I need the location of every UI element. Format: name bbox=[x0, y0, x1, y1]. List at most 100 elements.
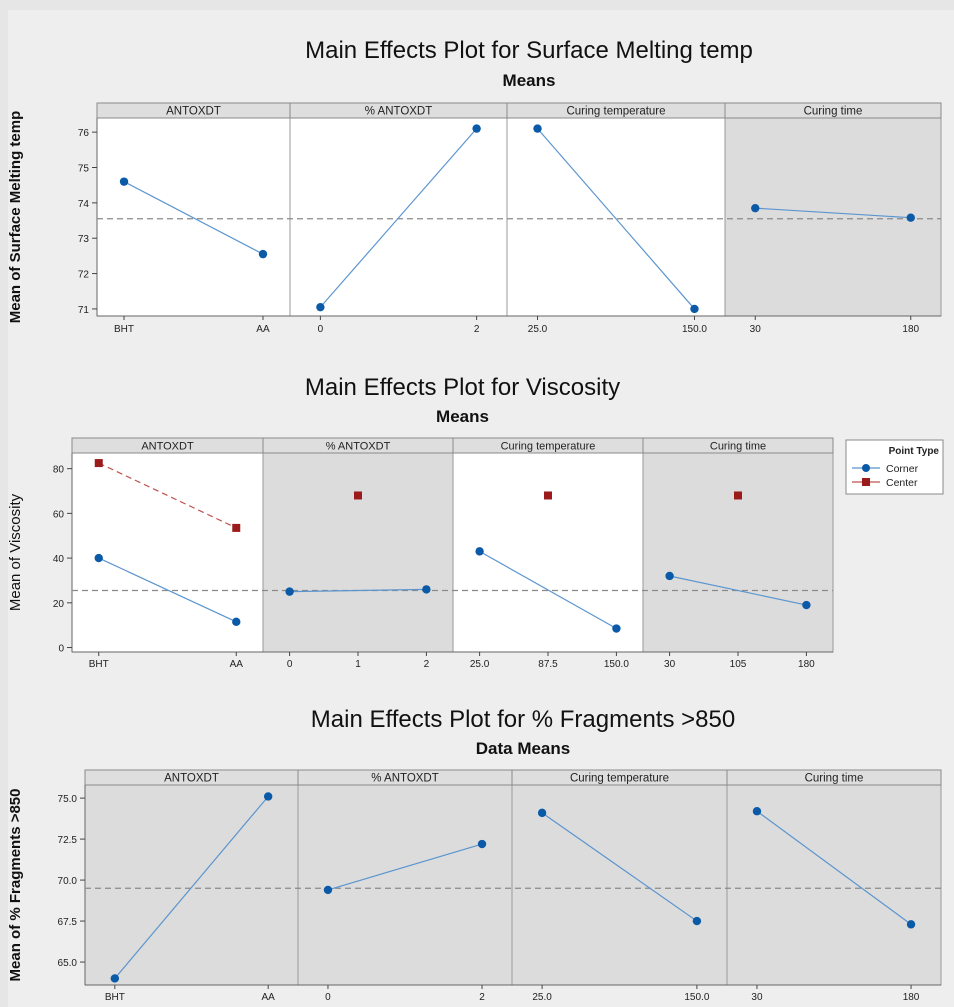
y-tick-label: 70.0 bbox=[58, 876, 78, 887]
corner-point bbox=[692, 916, 702, 926]
corner-point bbox=[119, 177, 129, 186]
center-series-line bbox=[98, 462, 237, 529]
panel-background bbox=[84, 784, 299, 986]
corner-series-line bbox=[669, 575, 807, 606]
legend-corner-marker bbox=[862, 464, 870, 472]
corner-point bbox=[258, 249, 268, 259]
panel-header-label: Curing temperature bbox=[501, 441, 596, 453]
corner-point bbox=[323, 885, 333, 895]
panel-header-label: % ANTOXDT bbox=[371, 773, 439, 785]
legend-entry-label: Corner bbox=[886, 463, 919, 475]
x-tick-label: 180 bbox=[903, 992, 920, 1003]
chart-subtitle: Means bbox=[436, 407, 489, 426]
panel-background bbox=[506, 117, 726, 317]
corner-series-line bbox=[114, 796, 269, 979]
corner-series-line bbox=[755, 207, 911, 219]
y-tick-label: 76 bbox=[78, 128, 90, 139]
y-tick-label: 71 bbox=[78, 305, 90, 316]
corner-point bbox=[665, 571, 674, 581]
x-tick-label: 150.0 bbox=[604, 659, 629, 670]
corner-point bbox=[906, 213, 915, 222]
x-tick-label: 0 bbox=[318, 324, 324, 335]
corner-point bbox=[94, 553, 103, 563]
corner-point bbox=[232, 617, 241, 627]
corner-point bbox=[533, 124, 542, 133]
x-tick-label: 150.0 bbox=[684, 992, 709, 1003]
panel-header-label: Curing temperature bbox=[566, 106, 665, 118]
y-axis-label: Mean of Viscosity bbox=[7, 493, 24, 611]
center-point bbox=[734, 491, 742, 500]
panel-header-label: % ANTOXDT bbox=[365, 106, 433, 118]
corner-point bbox=[751, 203, 760, 213]
legend-entry-label: Center bbox=[886, 477, 918, 489]
corner-series-line bbox=[541, 812, 698, 922]
y-tick-label: 74 bbox=[78, 199, 90, 210]
center-point bbox=[544, 491, 552, 500]
legend-center-marker bbox=[862, 478, 870, 486]
x-tick-label: 180 bbox=[902, 324, 919, 335]
x-tick-label: 87.5 bbox=[538, 659, 558, 670]
panel-header bbox=[724, 102, 942, 119]
x-tick-label: 25.0 bbox=[532, 992, 552, 1003]
panel-background bbox=[297, 784, 513, 986]
panel-header-label: Curing time bbox=[710, 441, 766, 453]
y-tick-label: 60 bbox=[53, 509, 65, 520]
x-tick-label: 25.0 bbox=[470, 659, 490, 670]
x-tick-label: 2 bbox=[474, 324, 480, 335]
x-tick-label: BHT bbox=[105, 992, 125, 1003]
corner-point bbox=[475, 547, 484, 556]
x-tick-label: 0 bbox=[287, 659, 293, 670]
x-tick-label: AA bbox=[262, 992, 276, 1003]
y-tick-label: 75 bbox=[78, 164, 90, 175]
chart-title: Main Effects Plot for Viscosity bbox=[305, 374, 620, 401]
corner-series-line bbox=[756, 810, 912, 925]
panel-background bbox=[262, 452, 454, 653]
panel-background bbox=[511, 784, 728, 986]
x-tick-label: AA bbox=[256, 324, 270, 335]
x-tick-label: AA bbox=[230, 659, 244, 670]
x-tick-label: 1 bbox=[355, 659, 361, 670]
y-axis-label: Mean of Surface Melting temp bbox=[7, 111, 24, 324]
x-tick-label: 105 bbox=[730, 659, 747, 670]
chart-title: Main Effects Plot for Surface Melting te… bbox=[305, 37, 753, 64]
panel-header bbox=[726, 769, 942, 786]
panel-header-label: ANTOXDT bbox=[166, 106, 221, 118]
y-tick-label: 72.5 bbox=[58, 835, 78, 846]
y-tick-label: 73 bbox=[78, 234, 90, 245]
corner-point bbox=[752, 807, 762, 816]
panel-header-label: ANTOXDT bbox=[141, 441, 194, 453]
corner-series-line bbox=[327, 843, 483, 891]
corner-series-line bbox=[98, 557, 237, 623]
chart-title: Main Effects Plot for % Fragments >850 bbox=[311, 706, 735, 733]
corner-point bbox=[285, 587, 294, 596]
x-tick-label: 30 bbox=[664, 659, 676, 670]
y-tick-label: 67.5 bbox=[58, 917, 78, 928]
corner-point bbox=[906, 920, 916, 929]
corner-series-line bbox=[289, 588, 427, 593]
legend-title: Point Type bbox=[889, 446, 940, 457]
y-tick-label: 72 bbox=[78, 270, 90, 281]
panel-header-label: Curing temperature bbox=[570, 773, 669, 785]
panel-background bbox=[642, 452, 834, 653]
x-tick-label: BHT bbox=[89, 659, 109, 670]
center-point bbox=[354, 491, 362, 500]
y-tick-label: 0 bbox=[58, 644, 64, 655]
panel-header-label: Curing time bbox=[804, 106, 863, 118]
corner-point bbox=[110, 974, 120, 983]
y-tick-label: 80 bbox=[53, 465, 65, 476]
panel-header-label: % ANTOXDT bbox=[326, 441, 391, 453]
y-tick-label: 75.0 bbox=[58, 794, 78, 805]
x-tick-label: 30 bbox=[751, 992, 763, 1003]
corner-point bbox=[263, 792, 273, 801]
panel-background bbox=[726, 784, 942, 986]
corner-series-line bbox=[479, 550, 617, 630]
y-tick-label: 20 bbox=[53, 599, 65, 610]
x-tick-label: 2 bbox=[479, 992, 485, 1003]
corner-point bbox=[316, 302, 325, 312]
panel-background bbox=[452, 452, 644, 653]
chart-subtitle: Means bbox=[503, 71, 556, 90]
x-tick-label: 25.0 bbox=[528, 324, 548, 335]
x-tick-label: 150.0 bbox=[682, 324, 707, 335]
